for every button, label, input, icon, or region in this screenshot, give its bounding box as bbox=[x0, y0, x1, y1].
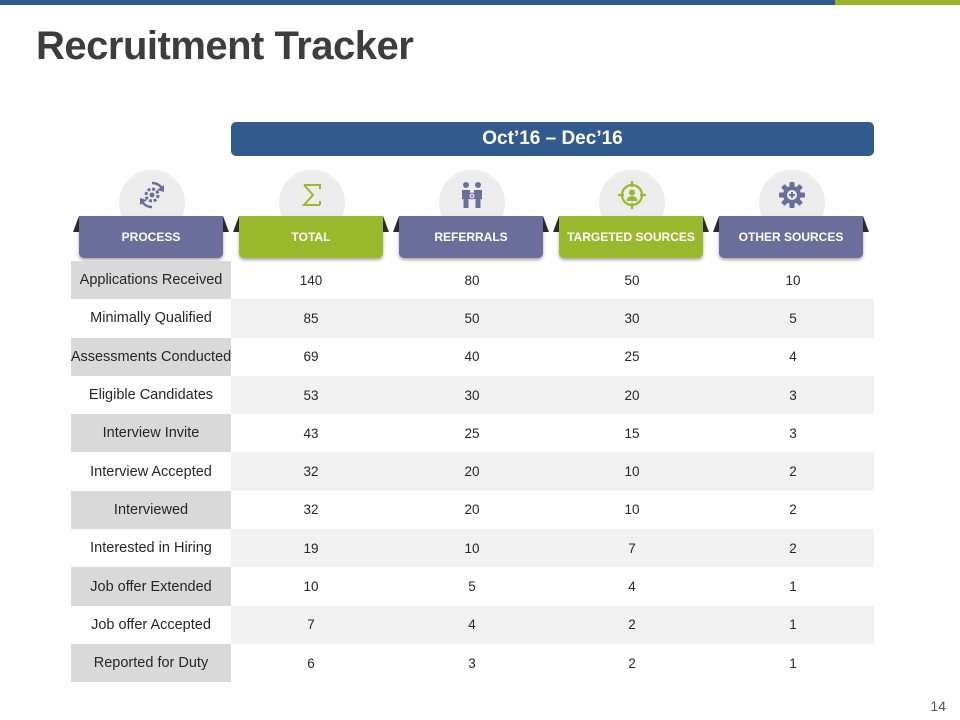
targeted-value: 10 bbox=[624, 464, 640, 480]
process-label: Interview Accepted bbox=[71, 452, 231, 491]
targeted-value: 30 bbox=[624, 310, 640, 326]
total-value: 69 bbox=[303, 349, 319, 365]
other-value: 2 bbox=[789, 464, 797, 480]
column-label-referrals: REFERRALS bbox=[399, 216, 543, 258]
ribbon-fold-right bbox=[223, 216, 229, 232]
process-label: Applications Received bbox=[71, 261, 231, 300]
ribbon-fold-left bbox=[393, 216, 399, 232]
other-value: 10 bbox=[785, 272, 801, 288]
referrals-value: 3 bbox=[468, 655, 476, 671]
targeted-value: 20 bbox=[624, 387, 640, 403]
referrals-value: 5 bbox=[468, 579, 476, 595]
referrals-value: 25 bbox=[464, 425, 480, 441]
ribbon-fold-left bbox=[713, 216, 719, 232]
total-value: 85 bbox=[303, 310, 319, 326]
other-value: 1 bbox=[789, 655, 797, 671]
ribbon-fold-left bbox=[73, 216, 79, 232]
other-value: 1 bbox=[789, 579, 797, 595]
process-label: Interviewed bbox=[71, 490, 231, 530]
table-row: Interviewed 32 20 10 2 bbox=[71, 490, 874, 530]
table-row: Reported for Duty 6 3 2 1 bbox=[71, 643, 874, 683]
process-label: Job offer Accepted bbox=[71, 605, 231, 644]
targeted-value: 25 bbox=[624, 349, 640, 365]
process-label: Interview Invite bbox=[71, 414, 231, 453]
targeted-value: 15 bbox=[624, 425, 640, 441]
other-value: 5 bbox=[789, 310, 797, 326]
table-row: Job offer Accepted 7 4 2 1 bbox=[71, 605, 874, 644]
total-value: 32 bbox=[303, 502, 319, 518]
targeted-value: 7 bbox=[628, 540, 636, 556]
top-accent-bar-blue bbox=[0, 0, 835, 5]
targeted-value: 2 bbox=[628, 617, 636, 633]
column-header-referrals: REFERRALS bbox=[391, 170, 551, 260]
column-label-total: TOTAL bbox=[239, 216, 383, 258]
process-label: Assessments Conducted bbox=[71, 337, 231, 376]
other-value: 2 bbox=[789, 540, 797, 556]
total-value: 140 bbox=[299, 272, 323, 288]
ribbon-fold-right bbox=[383, 216, 389, 232]
process-label: Job offer Extended bbox=[71, 567, 231, 606]
targeted-value: 4 bbox=[628, 579, 636, 595]
top-accent-bar-green bbox=[835, 0, 960, 5]
targeted-value: 2 bbox=[628, 655, 636, 671]
other-value: 4 bbox=[789, 349, 797, 365]
table-row: Eligible Candidates 53 30 20 3 bbox=[71, 375, 874, 415]
table-row: Minimally Qualified 85 50 30 5 bbox=[71, 299, 874, 338]
total-value: 19 bbox=[303, 540, 319, 556]
referrals-value: 10 bbox=[464, 540, 480, 556]
page-number: 14 bbox=[930, 698, 946, 714]
referrals-value: 20 bbox=[464, 502, 480, 518]
referrals-value: 30 bbox=[464, 387, 480, 403]
ribbon-fold-left bbox=[553, 216, 559, 232]
column-label-other-sources: OTHER SOURCES bbox=[719, 216, 863, 258]
table-row: Interested in Hiring 19 10 7 2 bbox=[71, 529, 874, 568]
total-value: 6 bbox=[307, 655, 315, 671]
total-value: 10 bbox=[303, 579, 319, 595]
column-header-process: PROCESS bbox=[71, 170, 231, 260]
referrals-value: 50 bbox=[464, 310, 480, 326]
process-label: Interested in Hiring bbox=[71, 529, 231, 568]
column-header-total: TOTAL bbox=[231, 170, 391, 260]
referrals-value: 80 bbox=[464, 272, 480, 288]
targeted-value: 50 bbox=[624, 272, 640, 288]
other-value: 3 bbox=[789, 425, 797, 441]
period-header: Oct’16 – Dec’16 bbox=[231, 122, 874, 156]
targeted-value: 10 bbox=[624, 502, 640, 518]
referrals-value: 4 bbox=[468, 617, 476, 633]
process-label: Reported for Duty bbox=[71, 643, 231, 683]
process-label: Minimally Qualified bbox=[71, 299, 231, 338]
total-value: 43 bbox=[303, 425, 319, 441]
table-row: Interview Accepted 32 20 10 2 bbox=[71, 452, 874, 491]
table-row: Interview Invite 43 25 15 3 bbox=[71, 414, 874, 453]
ribbon-fold-right bbox=[543, 216, 549, 232]
process-label: Eligible Candidates bbox=[71, 375, 231, 415]
referrals-value: 20 bbox=[464, 464, 480, 480]
other-value: 3 bbox=[789, 387, 797, 403]
ribbon-fold-right bbox=[703, 216, 709, 232]
table-row: Assessments Conducted 69 40 25 4 bbox=[71, 337, 874, 376]
ribbon-fold-right bbox=[863, 216, 869, 232]
other-value: 1 bbox=[789, 617, 797, 633]
ribbon-fold-left bbox=[233, 216, 239, 232]
total-value: 53 bbox=[303, 387, 319, 403]
table-row: Applications Received 140 80 50 10 bbox=[71, 261, 874, 300]
column-label-targeted-sources: TARGETED SOURCES bbox=[559, 216, 703, 258]
other-value: 2 bbox=[789, 502, 797, 518]
total-value: 7 bbox=[307, 617, 315, 633]
page-title: Recruitment Tracker bbox=[36, 24, 414, 68]
column-header-targeted-sources: TARGETED SOURCES bbox=[551, 170, 711, 260]
table-row: Job offer Extended 10 5 4 1 bbox=[71, 567, 874, 606]
total-value: 32 bbox=[303, 464, 319, 480]
column-label-process: PROCESS bbox=[79, 216, 223, 258]
referrals-value: 40 bbox=[464, 349, 480, 365]
recruitment-table: Applications Received 140 80 50 10 Minim… bbox=[71, 261, 874, 683]
column-header-other-sources: OTHER SOURCES bbox=[711, 170, 871, 260]
